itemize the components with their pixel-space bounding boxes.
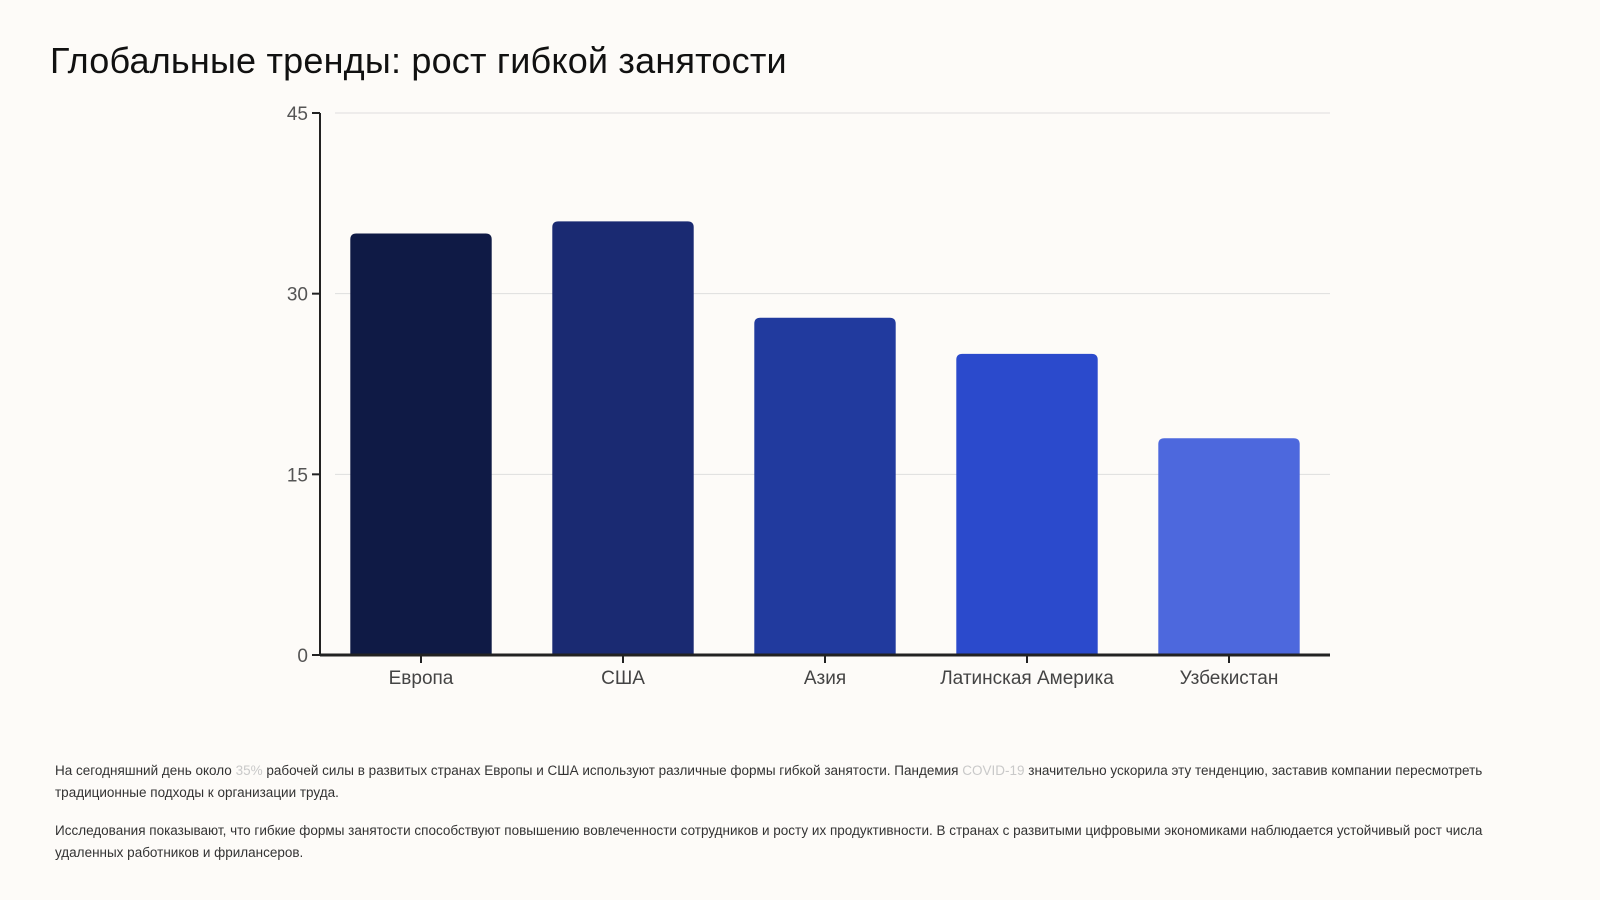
description-paragraph-2: Исследования показывают, что гибкие форм… bbox=[55, 823, 1483, 860]
bar-2 bbox=[552, 221, 694, 655]
x-tick-label: Европа bbox=[389, 668, 454, 689]
bar-5 bbox=[1158, 438, 1300, 655]
bar-1 bbox=[350, 233, 492, 655]
paragraph-1-part-c: рабочей силы в развитых странах Европы и… bbox=[262, 763, 963, 778]
chart-bars bbox=[350, 221, 1300, 655]
chart-x-ticks: Европа США Азия Латинская Америка Узбекистан bbox=[389, 655, 1279, 689]
paragraph-1-part-a: На сегодняшний день около bbox=[55, 763, 236, 778]
x-tick-label: Узбекистан bbox=[1180, 668, 1279, 689]
paragraph-1-part-e: значительно ускорила эту тенденцию, заст… bbox=[55, 763, 1483, 800]
y-tick-label: 15 bbox=[287, 465, 308, 486]
description-paragraph-1: На сегодняшний день около 35% рабочей си… bbox=[55, 760, 1545, 804]
percent-highlight: 35% bbox=[235, 763, 263, 778]
chart-y-ticks: 0 15 30 45 bbox=[287, 104, 320, 667]
x-tick-label: Латинская Америка bbox=[940, 668, 1114, 689]
x-tick-label: США bbox=[601, 668, 645, 689]
bar-4 bbox=[956, 353, 1098, 655]
page-title: Глобальные тренды: рост гибкой занятости bbox=[50, 40, 787, 81]
x-tick-label: Азия bbox=[804, 668, 846, 689]
y-tick-label: 30 bbox=[287, 285, 308, 306]
y-tick-label: 45 bbox=[287, 104, 308, 125]
bar-3 bbox=[754, 317, 896, 655]
covid-highlight: COVID-19 bbox=[962, 763, 1025, 778]
y-tick-label: 0 bbox=[297, 646, 308, 667]
